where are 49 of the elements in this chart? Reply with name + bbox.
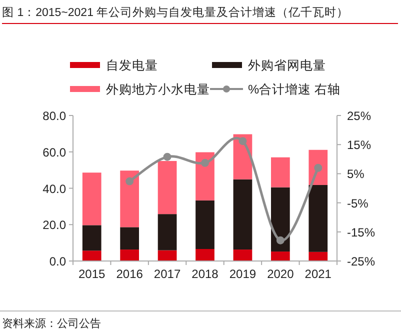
x-tick-label: 2019 [229, 267, 256, 281]
point [126, 177, 134, 186]
bar [271, 187, 290, 252]
bar [120, 170, 139, 228]
point [238, 137, 247, 146]
legend-label: 外购省网电量 [248, 58, 326, 72]
bar [271, 157, 290, 188]
bar [120, 250, 139, 261]
point [163, 152, 172, 161]
y2-tick-label: 25% [347, 109, 372, 123]
x-tick-label: 2017 [154, 267, 181, 281]
bar [233, 179, 252, 250]
x-tick-label: 2016 [116, 267, 144, 281]
bar [271, 252, 290, 261]
y2-tick-label: -5% [347, 196, 369, 210]
y-tick-label: 20.0 [42, 218, 66, 232]
point [201, 158, 209, 167]
x-tick-label: 2021 [304, 267, 332, 281]
point [314, 164, 322, 172]
y2-tick-label: -25% [347, 254, 376, 268]
bar [158, 160, 177, 214]
bar [196, 152, 214, 200]
bar [158, 214, 177, 250]
bar [233, 250, 252, 261]
bar [196, 200, 214, 249]
bar [308, 252, 328, 261]
legend-label: %合计增速 右轴 [248, 82, 341, 96]
x-tick-label: 2015 [78, 267, 106, 281]
bar [308, 184, 328, 252]
y-tick-label: 40.0 [42, 182, 66, 196]
y-tick-label: 60.0 [42, 145, 66, 160]
legend-label: 外购地方小水电量 [106, 82, 210, 96]
y2-tick-label: -15% [347, 225, 376, 240]
bar [82, 225, 102, 251]
chart-title: 图 1：2015~2021 年公司外购与自发电量及合计增速（亿千瓦时） [2, 5, 349, 19]
text: 资料来源：公司公告 [2, 317, 101, 330]
bar [82, 250, 102, 261]
bar [82, 172, 102, 226]
legend-label: 自发电量 [106, 58, 158, 72]
y2-tick-label: 5% [347, 167, 365, 182]
y-tick-label: 80.0 [42, 109, 66, 123]
x-tick-label: 2020 [267, 267, 294, 281]
point [276, 236, 284, 244]
y-tick-label: 0.0 [49, 254, 66, 268]
bar [120, 227, 139, 250]
x-tick-label: 2018 [192, 267, 219, 281]
bar [196, 248, 214, 261]
y2-tick-label: 15% [347, 138, 372, 152]
bar [158, 250, 177, 261]
